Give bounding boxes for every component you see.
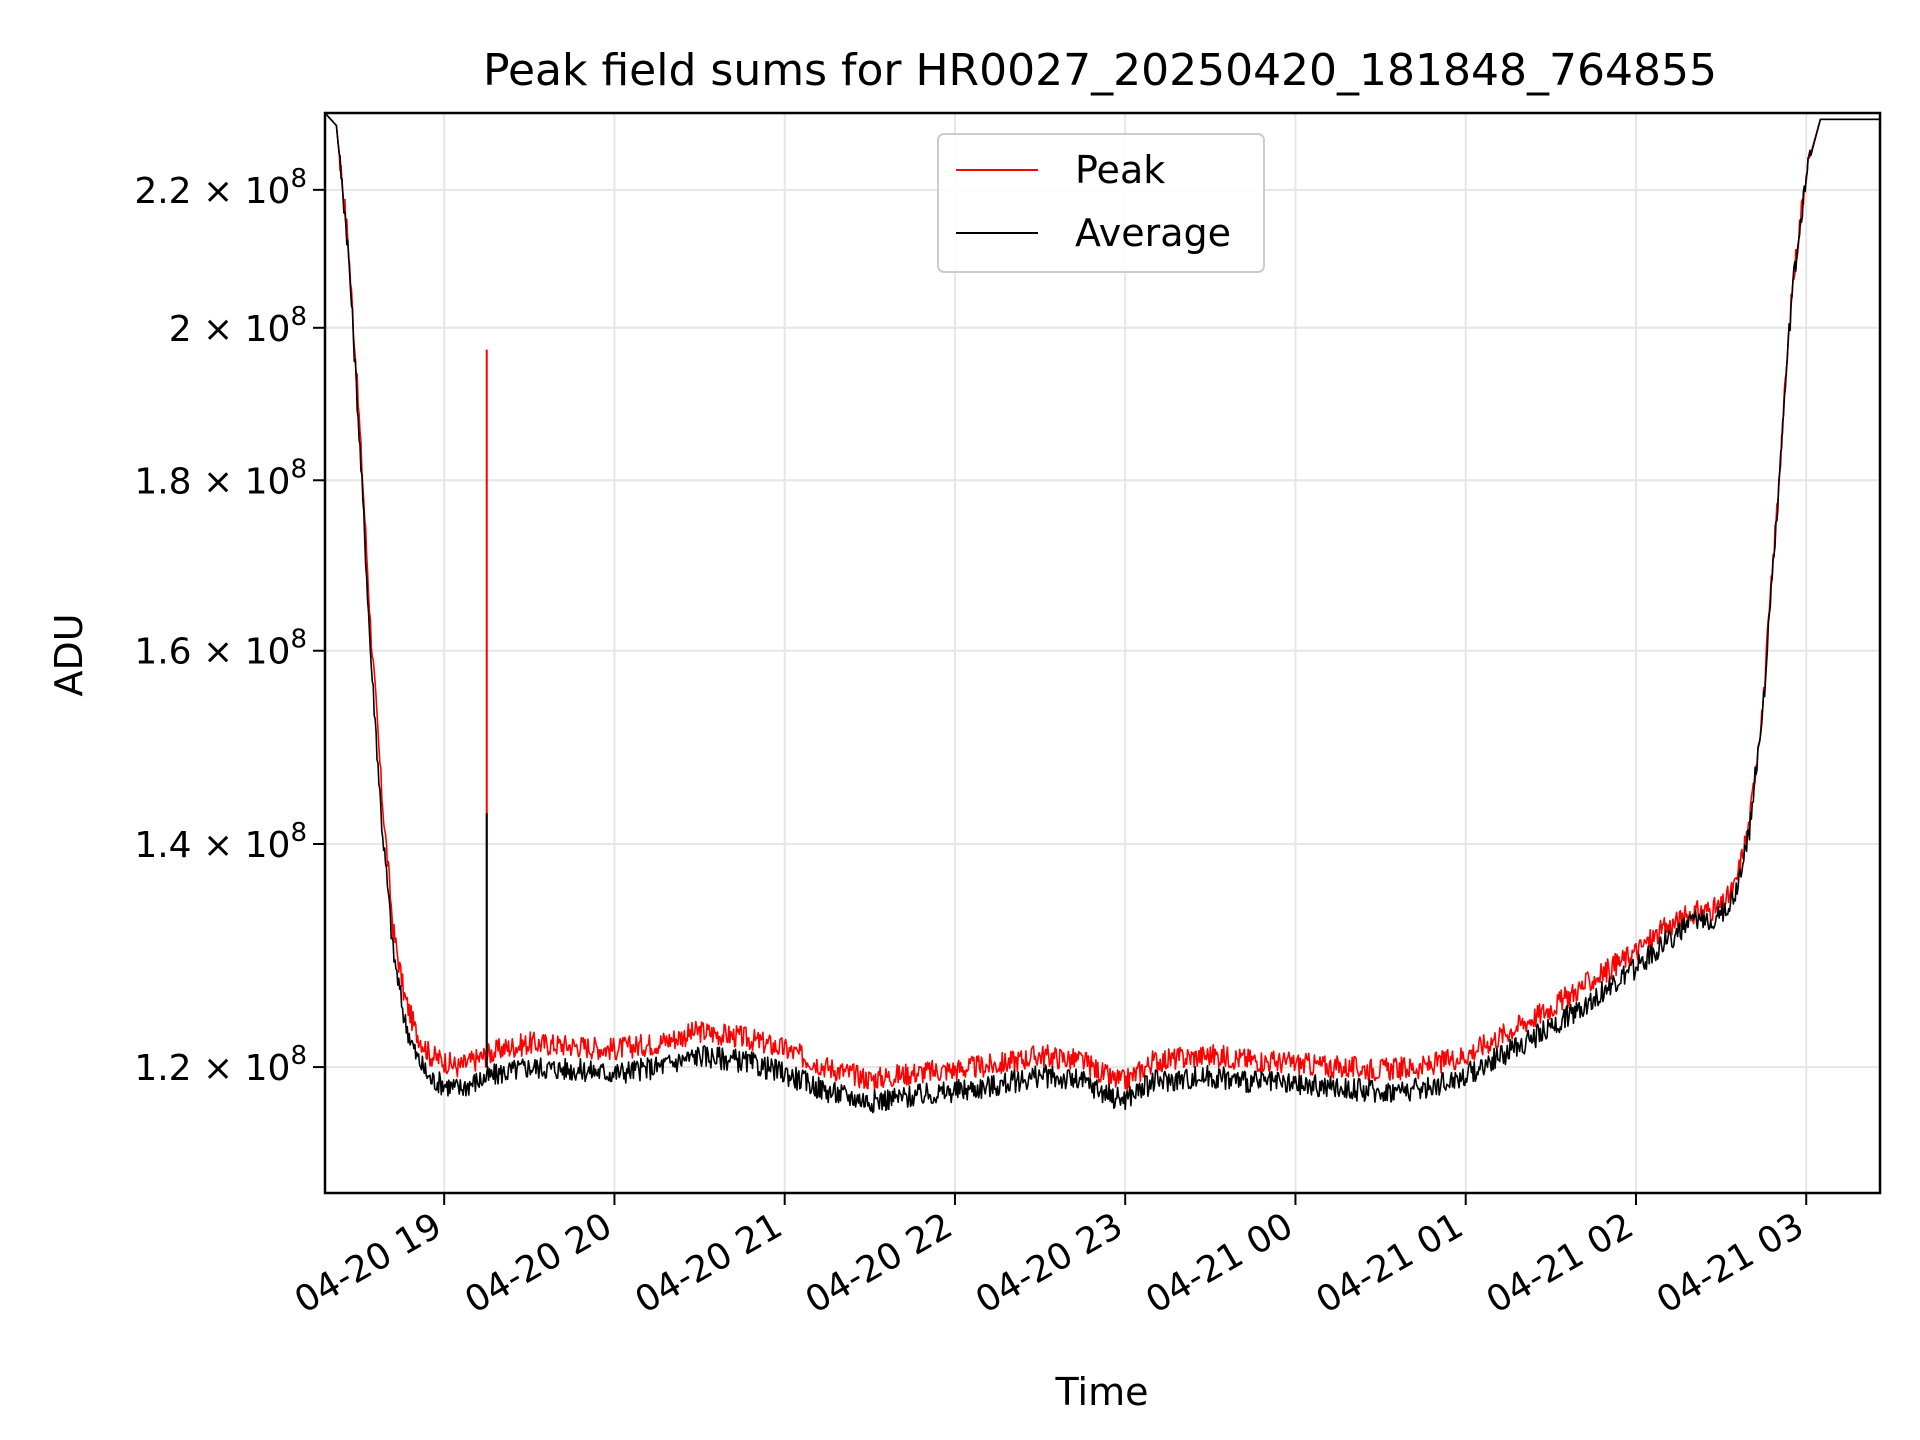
series-line-peak bbox=[324, 112, 1880, 1092]
y-tick-label: 2.2 × 108 bbox=[134, 164, 307, 212]
y-axis-label: ADU bbox=[47, 613, 91, 696]
chart-title: Peak field sums for HR0027_20250420_1818… bbox=[483, 45, 1717, 96]
plot-frame bbox=[323, 111, 1882, 1195]
series-line-average bbox=[324, 112, 1880, 1114]
legend-box bbox=[937, 133, 1265, 273]
y-tick-label: 1.8 × 108 bbox=[134, 454, 307, 502]
y-tick-label: 2 × 108 bbox=[169, 302, 307, 350]
x-axis-label: Time bbox=[1055, 1370, 1149, 1414]
series-layer bbox=[324, 112, 1880, 1114]
y-tick-label: 1.6 × 108 bbox=[134, 625, 307, 673]
legend-average-label: Average bbox=[1075, 211, 1231, 255]
y-tick-label: 1.2 × 108 bbox=[134, 1041, 307, 1089]
legend-peak-label: Peak bbox=[1075, 148, 1165, 192]
legend: Peak Average bbox=[937, 133, 1265, 273]
y-axis: 1.2 × 108 1.4 × 108 1.6 × 108 1.8 × 108 2 × … bbox=[134, 164, 325, 1089]
y-tick-label: 1.4 × 108 bbox=[134, 818, 307, 866]
